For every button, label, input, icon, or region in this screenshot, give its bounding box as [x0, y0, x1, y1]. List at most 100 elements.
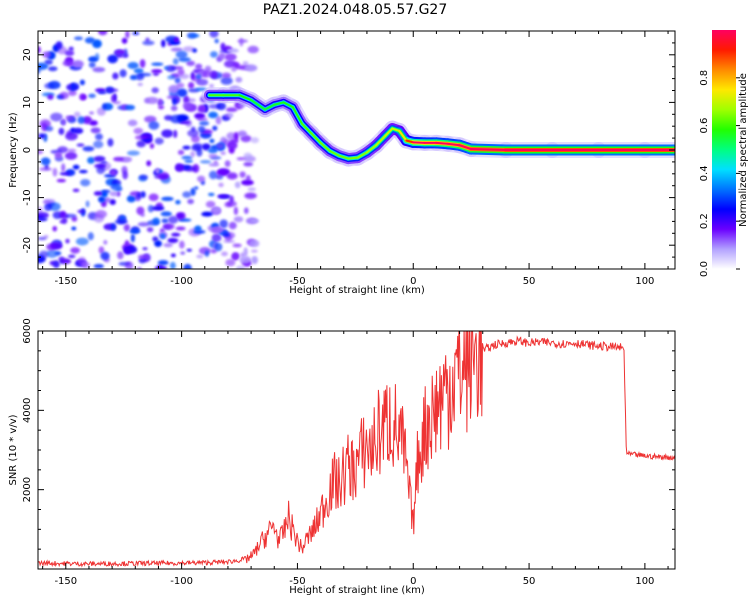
noise-blob	[151, 62, 164, 66]
noise-blob	[243, 207, 249, 215]
noise-blob	[70, 127, 76, 133]
noise-blob	[134, 135, 148, 140]
noise-blob	[87, 156, 95, 164]
noise-blob	[110, 222, 117, 232]
noise-blob	[68, 254, 76, 259]
noise-blob	[38, 250, 49, 259]
noise-blob	[197, 117, 208, 121]
ridge-segment	[328, 149, 341, 157]
noise-blob	[175, 50, 188, 59]
noise-blob	[95, 133, 103, 141]
noise-blob	[152, 217, 160, 225]
noise-blob	[221, 72, 231, 79]
noise-blob	[188, 33, 200, 38]
noise-blob	[133, 127, 144, 135]
noise-blob	[127, 62, 139, 70]
noise-blob	[229, 195, 234, 204]
noise-blob	[106, 88, 119, 93]
noise-blob	[195, 74, 202, 80]
noise-blob	[92, 66, 106, 73]
spectrogram-x-tick-label: -50	[289, 276, 305, 287]
noise-blob	[72, 164, 80, 170]
noise-blob	[88, 62, 96, 68]
noise-blob	[80, 178, 91, 187]
noise-blob	[97, 196, 106, 203]
noise-blob	[233, 206, 239, 216]
noise-blob	[208, 192, 215, 197]
noise-blob	[239, 255, 252, 264]
noise-blob	[172, 57, 179, 65]
noise-blob	[245, 174, 251, 182]
noise-blob	[160, 211, 172, 217]
noise-blob	[73, 111, 81, 118]
noise-blob	[244, 64, 258, 72]
noise-blob	[232, 243, 242, 248]
noise-blob	[250, 219, 260, 223]
snr-x-label: Height of straight line (km)	[289, 585, 425, 596]
noise-blob	[88, 93, 96, 99]
noise-blob	[226, 200, 237, 207]
noise-blob	[208, 163, 220, 167]
noise-blob	[211, 226, 224, 234]
noise-blob	[93, 264, 104, 269]
noise-blob	[235, 76, 243, 83]
noise-blob	[209, 51, 218, 58]
ridge-segment	[398, 129, 408, 142]
noise-blob	[142, 247, 148, 251]
noise-blob	[109, 191, 119, 197]
noise-blob	[62, 60, 75, 67]
noise-blob	[152, 236, 159, 242]
noise-blob	[136, 140, 146, 148]
noise-blob	[56, 178, 67, 183]
noise-blob	[192, 48, 197, 53]
noise-blob	[59, 258, 72, 265]
noise-blob	[220, 42, 226, 51]
noise-blob	[199, 160, 212, 164]
noise-blob	[211, 233, 222, 242]
noise-blob	[146, 160, 152, 167]
noise-blob	[149, 143, 155, 149]
noise-blob	[170, 114, 183, 124]
noise-blob	[170, 253, 176, 258]
ridge-segment	[356, 151, 368, 159]
ridge-segment	[391, 127, 401, 132]
noise-blob	[170, 105, 178, 112]
noise-blob	[50, 112, 63, 122]
noise-blob	[159, 233, 166, 240]
noise-blob	[42, 200, 51, 204]
ridge-segment	[282, 101, 294, 109]
noise-blob	[218, 182, 224, 188]
colorbar: 0.0 0.2 0.4 0.6 0.8 Normalized spectral ampl…	[699, 30, 749, 277]
noise-blob	[139, 59, 146, 68]
ridge-segment	[338, 154, 350, 160]
noise-blob	[59, 171, 71, 176]
snr-x-tick-label: 50	[523, 576, 536, 587]
noise-blob	[81, 94, 87, 101]
noise-blob	[201, 211, 213, 217]
noise-blob	[59, 91, 69, 100]
noise-blob	[146, 227, 154, 233]
noise-blob	[122, 170, 128, 180]
noise-blob	[176, 82, 185, 89]
noise-blob	[217, 194, 230, 199]
noise-blob	[162, 223, 175, 230]
spectrogram-y-tick-label: -10	[22, 189, 33, 205]
noise-blob	[224, 160, 231, 168]
noise-blob	[79, 79, 85, 86]
noise-blob	[71, 226, 77, 231]
noise-blob	[173, 37, 179, 43]
noise-blob	[177, 68, 185, 76]
noise-blob	[58, 127, 65, 135]
noise-blob	[182, 101, 192, 111]
noise-blob	[225, 107, 238, 113]
noise-blob	[218, 52, 226, 60]
snr-x-tick-label: 0	[410, 576, 416, 587]
noise-blob	[215, 175, 222, 179]
noise-blob	[100, 251, 110, 261]
noise-blob	[197, 125, 206, 133]
noise-blob	[222, 239, 236, 243]
noise-blob	[151, 205, 165, 211]
noise-blob	[133, 68, 144, 74]
noise-blob	[209, 83, 215, 88]
noise-blob	[39, 133, 46, 139]
